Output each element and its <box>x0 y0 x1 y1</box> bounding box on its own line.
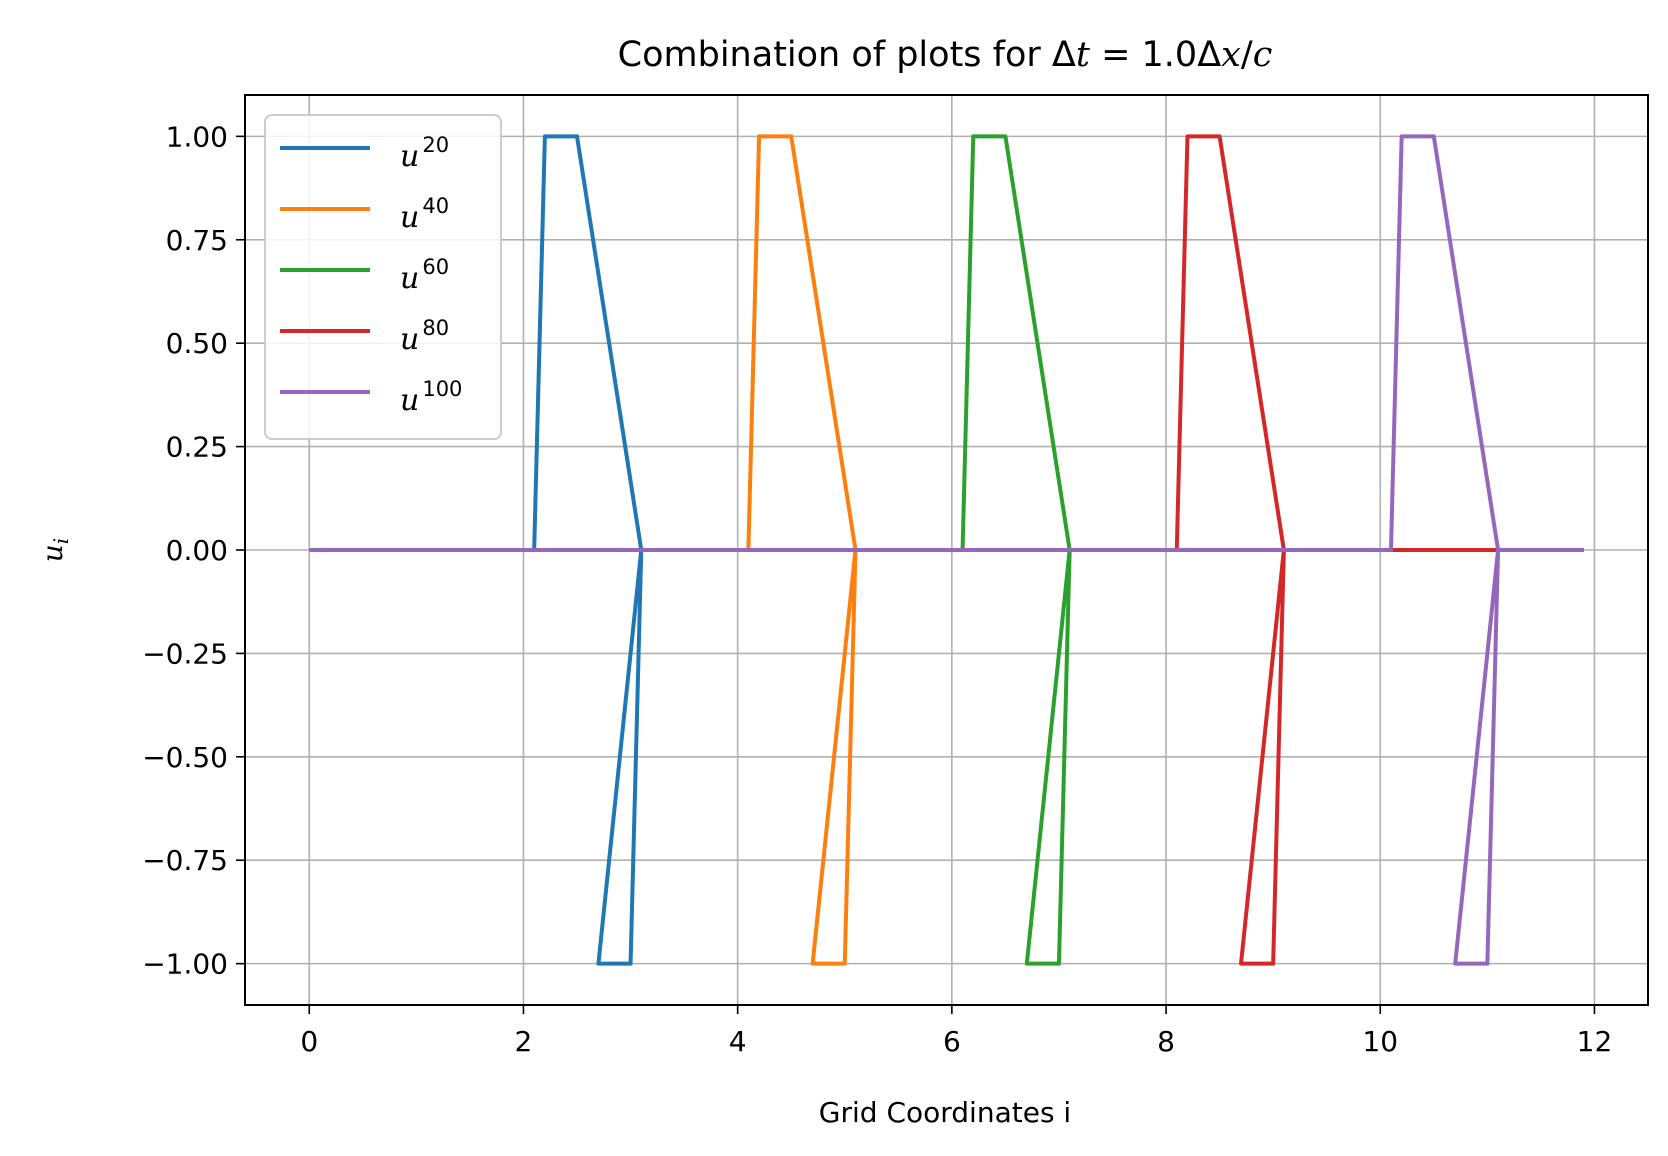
x-tick-label: 12 <box>1577 1025 1613 1058</box>
x-tick-label: 4 <box>729 1025 747 1058</box>
legend-box <box>264 114 502 440</box>
chart-title: Combination of plots for Δt = 1.0Δx/c <box>618 35 1273 75</box>
legend-entry: u 100 <box>400 377 462 418</box>
y-tick-label: 0.50 <box>166 327 228 360</box>
y-axis-ticks: 1.00 0.75 0.50 0.25 0.00 −0.25 −0.50 −0.75 −1.00 <box>142 120 245 981</box>
legend-entry: u 40 <box>400 194 449 235</box>
legend-entry: u 60 <box>400 255 449 296</box>
y-tick-label: 0.75 <box>166 224 228 257</box>
legend-entry: u 80 <box>400 316 449 357</box>
x-tick-label: 8 <box>1157 1025 1175 1058</box>
x-tick-label: 0 <box>300 1025 318 1058</box>
y-tick-label: −0.50 <box>142 741 228 774</box>
y-axis-label: ui <box>36 538 73 562</box>
x-tick-label: 10 <box>1362 1025 1398 1058</box>
x-tick-label: 2 <box>515 1025 533 1058</box>
series-line-u100 <box>309 134 1584 966</box>
x-axis-label: Grid Coordinates i <box>819 1096 1071 1129</box>
y-tick-label: 1.00 <box>166 120 228 153</box>
y-tick-label: −0.75 <box>142 844 228 877</box>
legend: u 20 u 40 u 60 u 80 u 100 <box>264 114 502 440</box>
series-lines <box>309 134 1584 966</box>
x-tick-label: 6 <box>943 1025 961 1058</box>
y-tick-label: −1.00 <box>142 948 228 981</box>
y-tick-label: 0.00 <box>166 534 228 567</box>
y-tick-label: −0.25 <box>142 637 228 670</box>
x-axis-ticks: 0 2 4 6 8 10 12 <box>300 1005 1612 1058</box>
legend-entry: u 20 <box>400 133 449 174</box>
y-tick-label: 0.25 <box>166 431 228 464</box>
